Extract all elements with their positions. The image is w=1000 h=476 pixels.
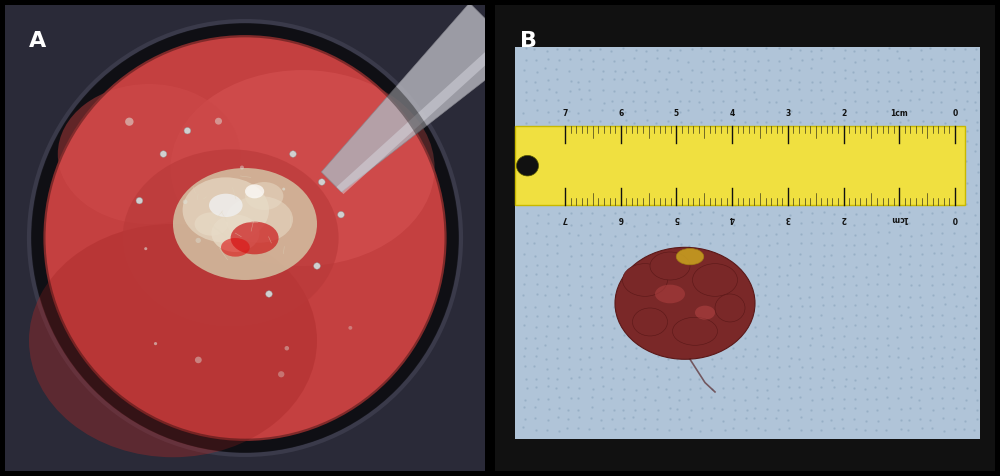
- Ellipse shape: [672, 317, 718, 345]
- Ellipse shape: [29, 224, 317, 457]
- Circle shape: [278, 371, 284, 377]
- Text: 4: 4: [730, 214, 735, 223]
- Ellipse shape: [226, 196, 293, 243]
- Ellipse shape: [58, 84, 240, 224]
- Circle shape: [136, 198, 143, 204]
- Circle shape: [184, 128, 191, 134]
- Ellipse shape: [650, 252, 690, 280]
- Text: 0: 0: [952, 109, 958, 118]
- Ellipse shape: [695, 306, 715, 320]
- Ellipse shape: [615, 248, 755, 359]
- Circle shape: [282, 188, 285, 190]
- Ellipse shape: [183, 178, 269, 243]
- Text: 7: 7: [562, 214, 568, 223]
- Text: B: B: [520, 31, 537, 51]
- Circle shape: [154, 342, 157, 345]
- Text: 6: 6: [618, 109, 623, 118]
- Circle shape: [215, 118, 222, 125]
- Circle shape: [144, 247, 147, 250]
- Polygon shape: [336, 36, 510, 194]
- Text: 1cm: 1cm: [890, 214, 908, 223]
- Ellipse shape: [633, 308, 668, 336]
- Ellipse shape: [171, 70, 435, 266]
- Text: 0: 0: [952, 214, 958, 223]
- Ellipse shape: [221, 238, 250, 257]
- Polygon shape: [321, 3, 520, 192]
- Ellipse shape: [655, 285, 685, 303]
- Circle shape: [348, 326, 352, 330]
- Text: 2: 2: [841, 214, 846, 223]
- Circle shape: [160, 151, 167, 157]
- Ellipse shape: [231, 222, 279, 254]
- Ellipse shape: [195, 212, 228, 236]
- Text: 5: 5: [674, 214, 679, 223]
- Ellipse shape: [245, 184, 264, 198]
- Ellipse shape: [676, 248, 704, 265]
- Circle shape: [285, 346, 289, 350]
- Text: 1cm: 1cm: [890, 109, 908, 118]
- Ellipse shape: [245, 182, 283, 210]
- Ellipse shape: [173, 168, 317, 280]
- Ellipse shape: [715, 294, 745, 322]
- Text: A: A: [29, 31, 46, 51]
- Text: 6: 6: [618, 214, 623, 223]
- Ellipse shape: [622, 264, 668, 296]
- Text: 4: 4: [730, 109, 735, 118]
- Circle shape: [195, 357, 202, 363]
- Ellipse shape: [123, 149, 339, 327]
- Circle shape: [516, 156, 538, 176]
- Ellipse shape: [692, 264, 738, 296]
- Circle shape: [196, 238, 201, 243]
- Circle shape: [290, 151, 296, 157]
- Circle shape: [240, 166, 244, 169]
- Circle shape: [314, 263, 320, 269]
- Ellipse shape: [211, 215, 259, 252]
- Text: 2: 2: [841, 109, 846, 118]
- Text: 3: 3: [785, 109, 790, 118]
- Circle shape: [338, 211, 344, 218]
- Ellipse shape: [29, 21, 461, 455]
- Text: 3: 3: [785, 214, 790, 223]
- Circle shape: [183, 199, 187, 204]
- Text: 5: 5: [674, 109, 679, 118]
- Bar: [515, 126, 965, 205]
- Ellipse shape: [43, 35, 447, 441]
- Text: 7: 7: [562, 109, 568, 118]
- Ellipse shape: [209, 194, 243, 217]
- Bar: [515, 47, 980, 438]
- Circle shape: [125, 118, 134, 126]
- Circle shape: [318, 179, 325, 185]
- Circle shape: [266, 291, 272, 297]
